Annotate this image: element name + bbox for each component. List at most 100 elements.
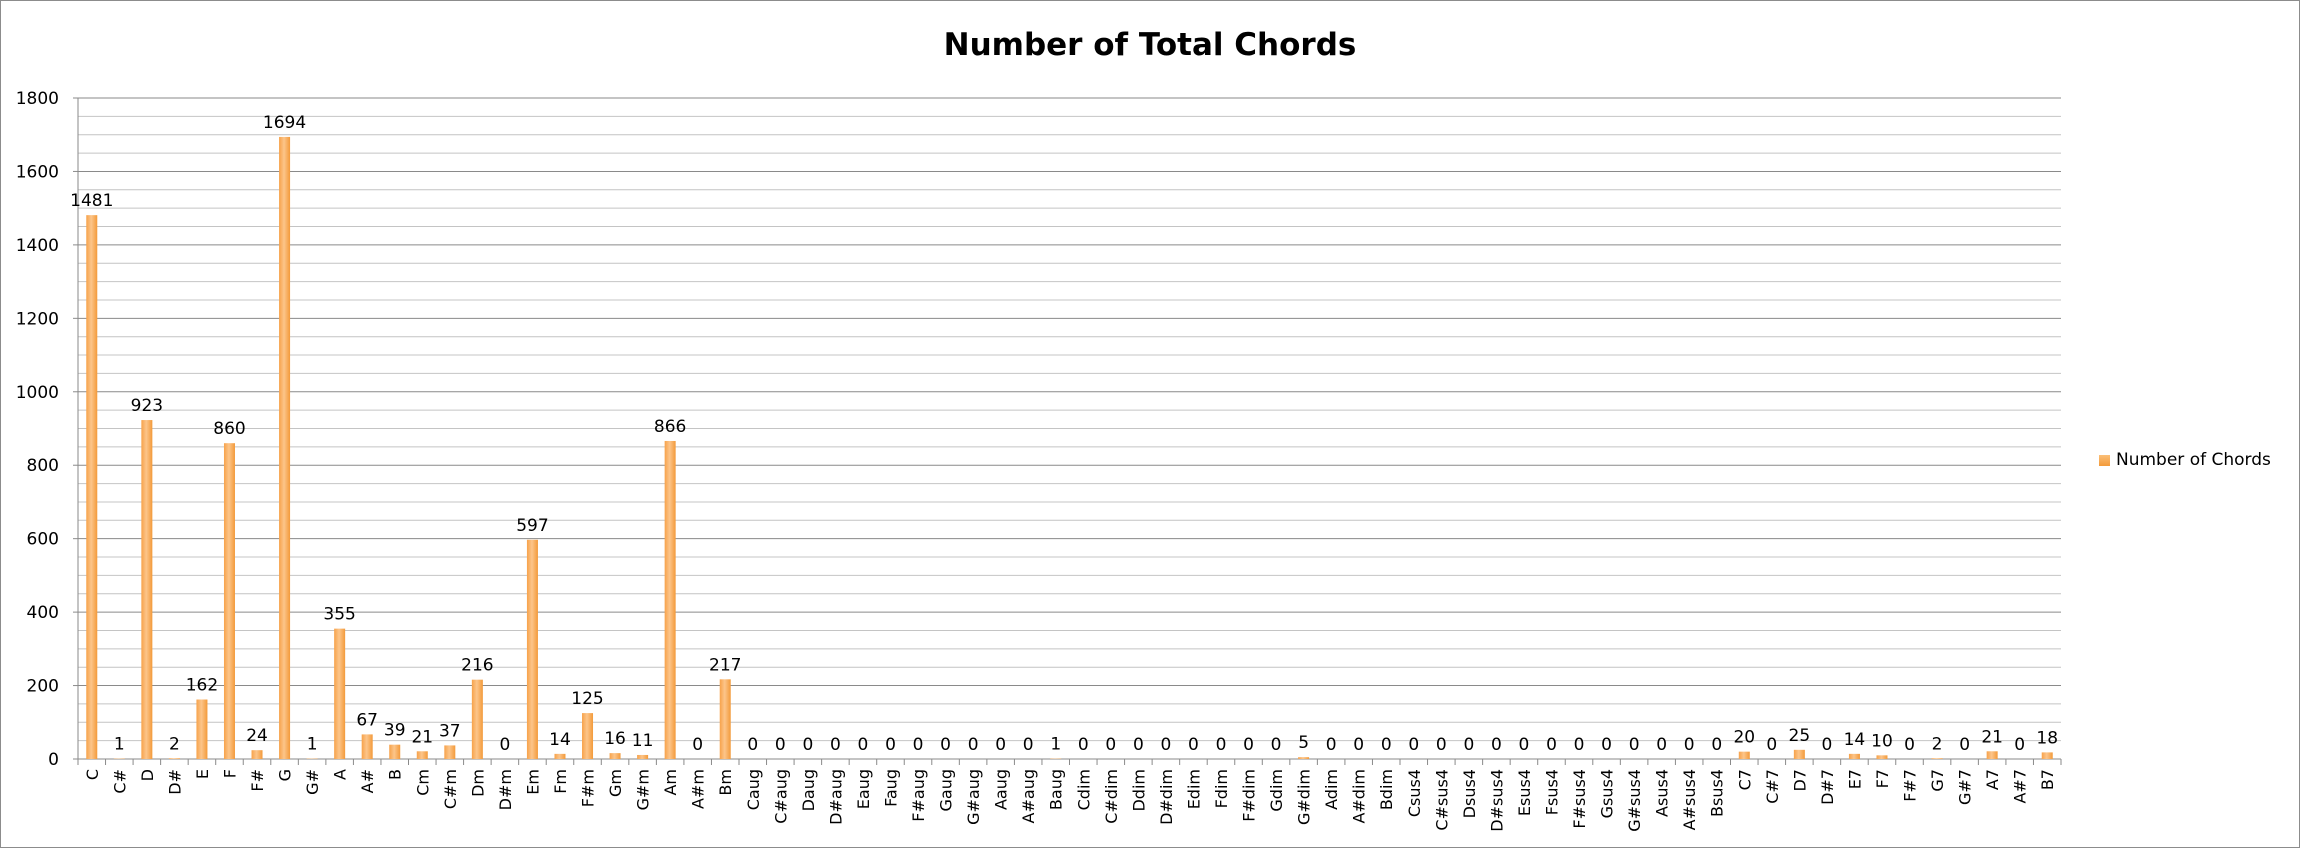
- data-label: 24: [246, 726, 268, 746]
- bar: [141, 420, 153, 759]
- x-tick-label: Fdim: [1212, 769, 1231, 808]
- data-label: 25: [1789, 726, 1811, 746]
- data-label: 0: [1904, 735, 1915, 755]
- x-tick-label: A#m: [689, 769, 708, 809]
- data-label: 0: [1188, 735, 1199, 755]
- data-label: 1694: [263, 113, 306, 133]
- data-label: 0: [1821, 735, 1832, 755]
- x-tick-labels: C C# D D# E F F# G G# A A# B Cm C#m Dm D#m Em Fm F#m Gm G#m A…: [83, 769, 2057, 832]
- data-label: 21: [411, 727, 433, 747]
- x-tick-label: B: [386, 769, 405, 780]
- x-tick-label: E: [193, 769, 212, 779]
- bar: [444, 745, 456, 759]
- x-tick-label: Faug: [881, 769, 900, 807]
- x-tick-label: Ddim: [1129, 769, 1148, 812]
- data-label: 0: [692, 735, 703, 755]
- y-tick-label: 200: [27, 677, 59, 697]
- x-tick-label: F#dim: [1240, 769, 1259, 822]
- data-label: 0: [1766, 735, 1777, 755]
- data-label: 0: [1160, 735, 1171, 755]
- data-label: 0: [1078, 735, 1089, 755]
- data-label: 0: [499, 735, 510, 755]
- data-label: 923: [131, 396, 163, 416]
- data-label: 1: [307, 735, 318, 755]
- data-label: 0: [1519, 735, 1530, 755]
- data-label: 67: [356, 710, 378, 730]
- data-label: 0: [1463, 735, 1474, 755]
- data-label: 14: [549, 730, 571, 750]
- x-tick-label: F#sus4: [1570, 769, 1589, 829]
- x-tick-label: D#aug: [826, 769, 845, 825]
- x-tick-label: G: [276, 769, 295, 781]
- data-label: 0: [1243, 735, 1254, 755]
- x-tick-label: C#sus4: [1432, 769, 1451, 831]
- x-tick-label: D7: [1790, 769, 1809, 792]
- x-tick-label: A#sus4: [1680, 769, 1699, 830]
- y-tick-labels: 0 200 400 600 800 1000 1200 1400 1600 1800: [16, 89, 59, 770]
- bar: [223, 443, 235, 759]
- data-label: 2: [169, 734, 180, 754]
- x-tick-label: D#7: [1818, 769, 1837, 805]
- data-label: 11: [632, 731, 654, 751]
- data-label: 0: [858, 735, 869, 755]
- data-label: 0: [1271, 735, 1282, 755]
- x-tick-label: Dsus4: [1460, 769, 1479, 818]
- x-tick-label: Baug: [1047, 769, 1066, 810]
- data-label: 0: [1629, 735, 1640, 755]
- x-tick-label: Em: [523, 769, 542, 795]
- y-tick-label: 1000: [16, 383, 59, 403]
- data-label: 16: [604, 729, 626, 749]
- bar: [554, 753, 566, 759]
- x-tick-label: Bm: [716, 769, 735, 796]
- x-tick-label: D: [138, 769, 157, 781]
- bar: [582, 713, 594, 759]
- legend: Number of Chords: [2099, 450, 2271, 470]
- y-tick-label: 1600: [16, 162, 59, 182]
- bar: [334, 628, 346, 759]
- data-label: 0: [913, 735, 924, 755]
- y-tick-label: 1800: [16, 89, 59, 109]
- x-tick-label: Daug: [799, 769, 818, 811]
- x-tick-label: G#7: [1956, 769, 1975, 805]
- bar: [196, 699, 208, 759]
- data-label: 0: [830, 735, 841, 755]
- x-tick-label: F#m: [579, 769, 598, 807]
- y-tick-label: 400: [27, 603, 59, 623]
- y-tick-label: 1400: [16, 236, 59, 256]
- data-label: 0: [1656, 735, 1667, 755]
- data-label: 216: [461, 656, 493, 676]
- axes: [73, 97, 2062, 765]
- data-label: 0: [802, 735, 813, 755]
- bar: [251, 750, 263, 759]
- data-label: 0: [1381, 735, 1392, 755]
- bars: [86, 136, 2053, 760]
- x-tick-label: G#sus4: [1625, 769, 1644, 832]
- x-tick-label: A#dim: [1350, 769, 1369, 824]
- data-label: 5: [1298, 733, 1309, 753]
- bar: [719, 679, 731, 759]
- x-tick-label: F: [220, 769, 239, 778]
- x-tick-label: E7: [1845, 769, 1864, 789]
- bar: [637, 754, 649, 759]
- data-label: 18: [2036, 728, 2058, 748]
- gridlines: [78, 97, 2061, 760]
- data-label: 866: [654, 417, 686, 437]
- x-tick-label: Cm: [413, 769, 432, 796]
- bar: [609, 753, 621, 759]
- x-tick-label: Aaug: [992, 769, 1011, 810]
- x-tick-label: C: [83, 769, 102, 780]
- x-tick-label: A#aug: [1019, 769, 1038, 823]
- data-label: 0: [940, 735, 951, 755]
- x-tick-label: C7: [1735, 769, 1754, 790]
- data-label: 0: [1491, 735, 1502, 755]
- data-label: 0: [1408, 735, 1419, 755]
- x-tick-label: Edim: [1184, 769, 1203, 809]
- x-tick-label: D#sus4: [1487, 769, 1506, 832]
- x-tick-label: G#dim: [1295, 769, 1314, 825]
- x-tick-label: Caug: [744, 769, 763, 810]
- legend-label: Number of Chords: [2116, 450, 2271, 470]
- bar: [2041, 752, 2053, 759]
- data-label: 0: [775, 735, 786, 755]
